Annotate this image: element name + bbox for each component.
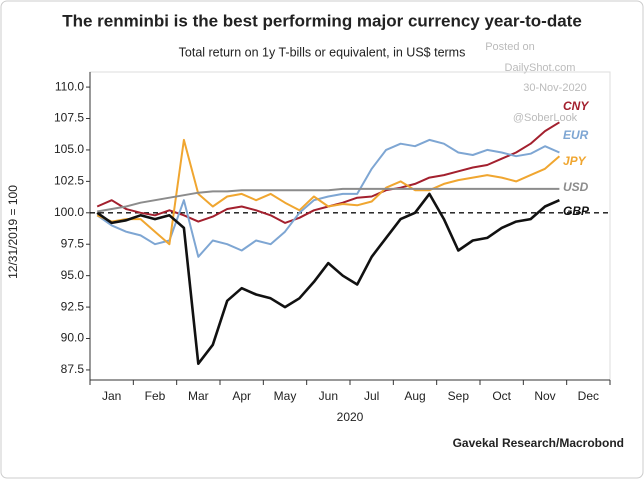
x-tick-label: Sep [448,389,470,403]
chart-title: The renminbi is the best performing majo… [62,11,582,30]
y-tick-label: 107.5 [54,111,84,125]
x-tick-label: Jun [319,389,338,403]
series-label: JPY [563,154,587,168]
x-tick-label: Feb [145,389,166,403]
series-line [97,187,560,213]
chart-subtitle: Total return on 1y T-bills or equivalent… [179,45,466,59]
watermark: DailyShot.com [505,62,576,74]
series-line [96,138,561,246]
x-tick-label: May [274,389,297,403]
x-tick-label: Apr [232,389,251,403]
series-line [96,192,560,365]
y-tick-label: 87.5 [61,362,85,376]
watermark: Posted on [485,41,535,53]
x-tick-label: Nov [534,389,555,403]
y-tick-label: 110.0 [55,79,84,93]
y-tick-label: 97.5 [61,236,85,250]
series-label: GBP [563,204,590,218]
x-tick-label: Aug [404,389,425,403]
x-axis-label: 2020 [337,410,364,424]
series-label: EUR [563,128,589,142]
x-tick-label: Oct [492,389,511,403]
y-tick-label: 100.0 [54,205,84,219]
watermark: 30-Nov-2020 [523,82,587,94]
y-tick-label: 102.5 [54,174,84,188]
y-tick-label: 90.0 [61,331,85,345]
y-tick-label: 95.0 [61,268,85,282]
x-tick-label: Mar [188,389,209,403]
y-tick-label: 92.5 [61,299,85,313]
series-label: USD [563,180,589,194]
x-tick-label: Jul [364,389,379,403]
x-tick-label: Jan [102,389,121,403]
series-line [96,138,560,258]
source: Gavekal Research/Macrobond [453,436,624,450]
x-tick-label: Dec [578,389,599,403]
y-tick-label: 105.0 [54,142,84,156]
series-label: CNY [563,99,589,113]
y-axis-label: 12/31/2019 = 100 [6,185,20,279]
watermark: @SoberLook [513,112,578,124]
